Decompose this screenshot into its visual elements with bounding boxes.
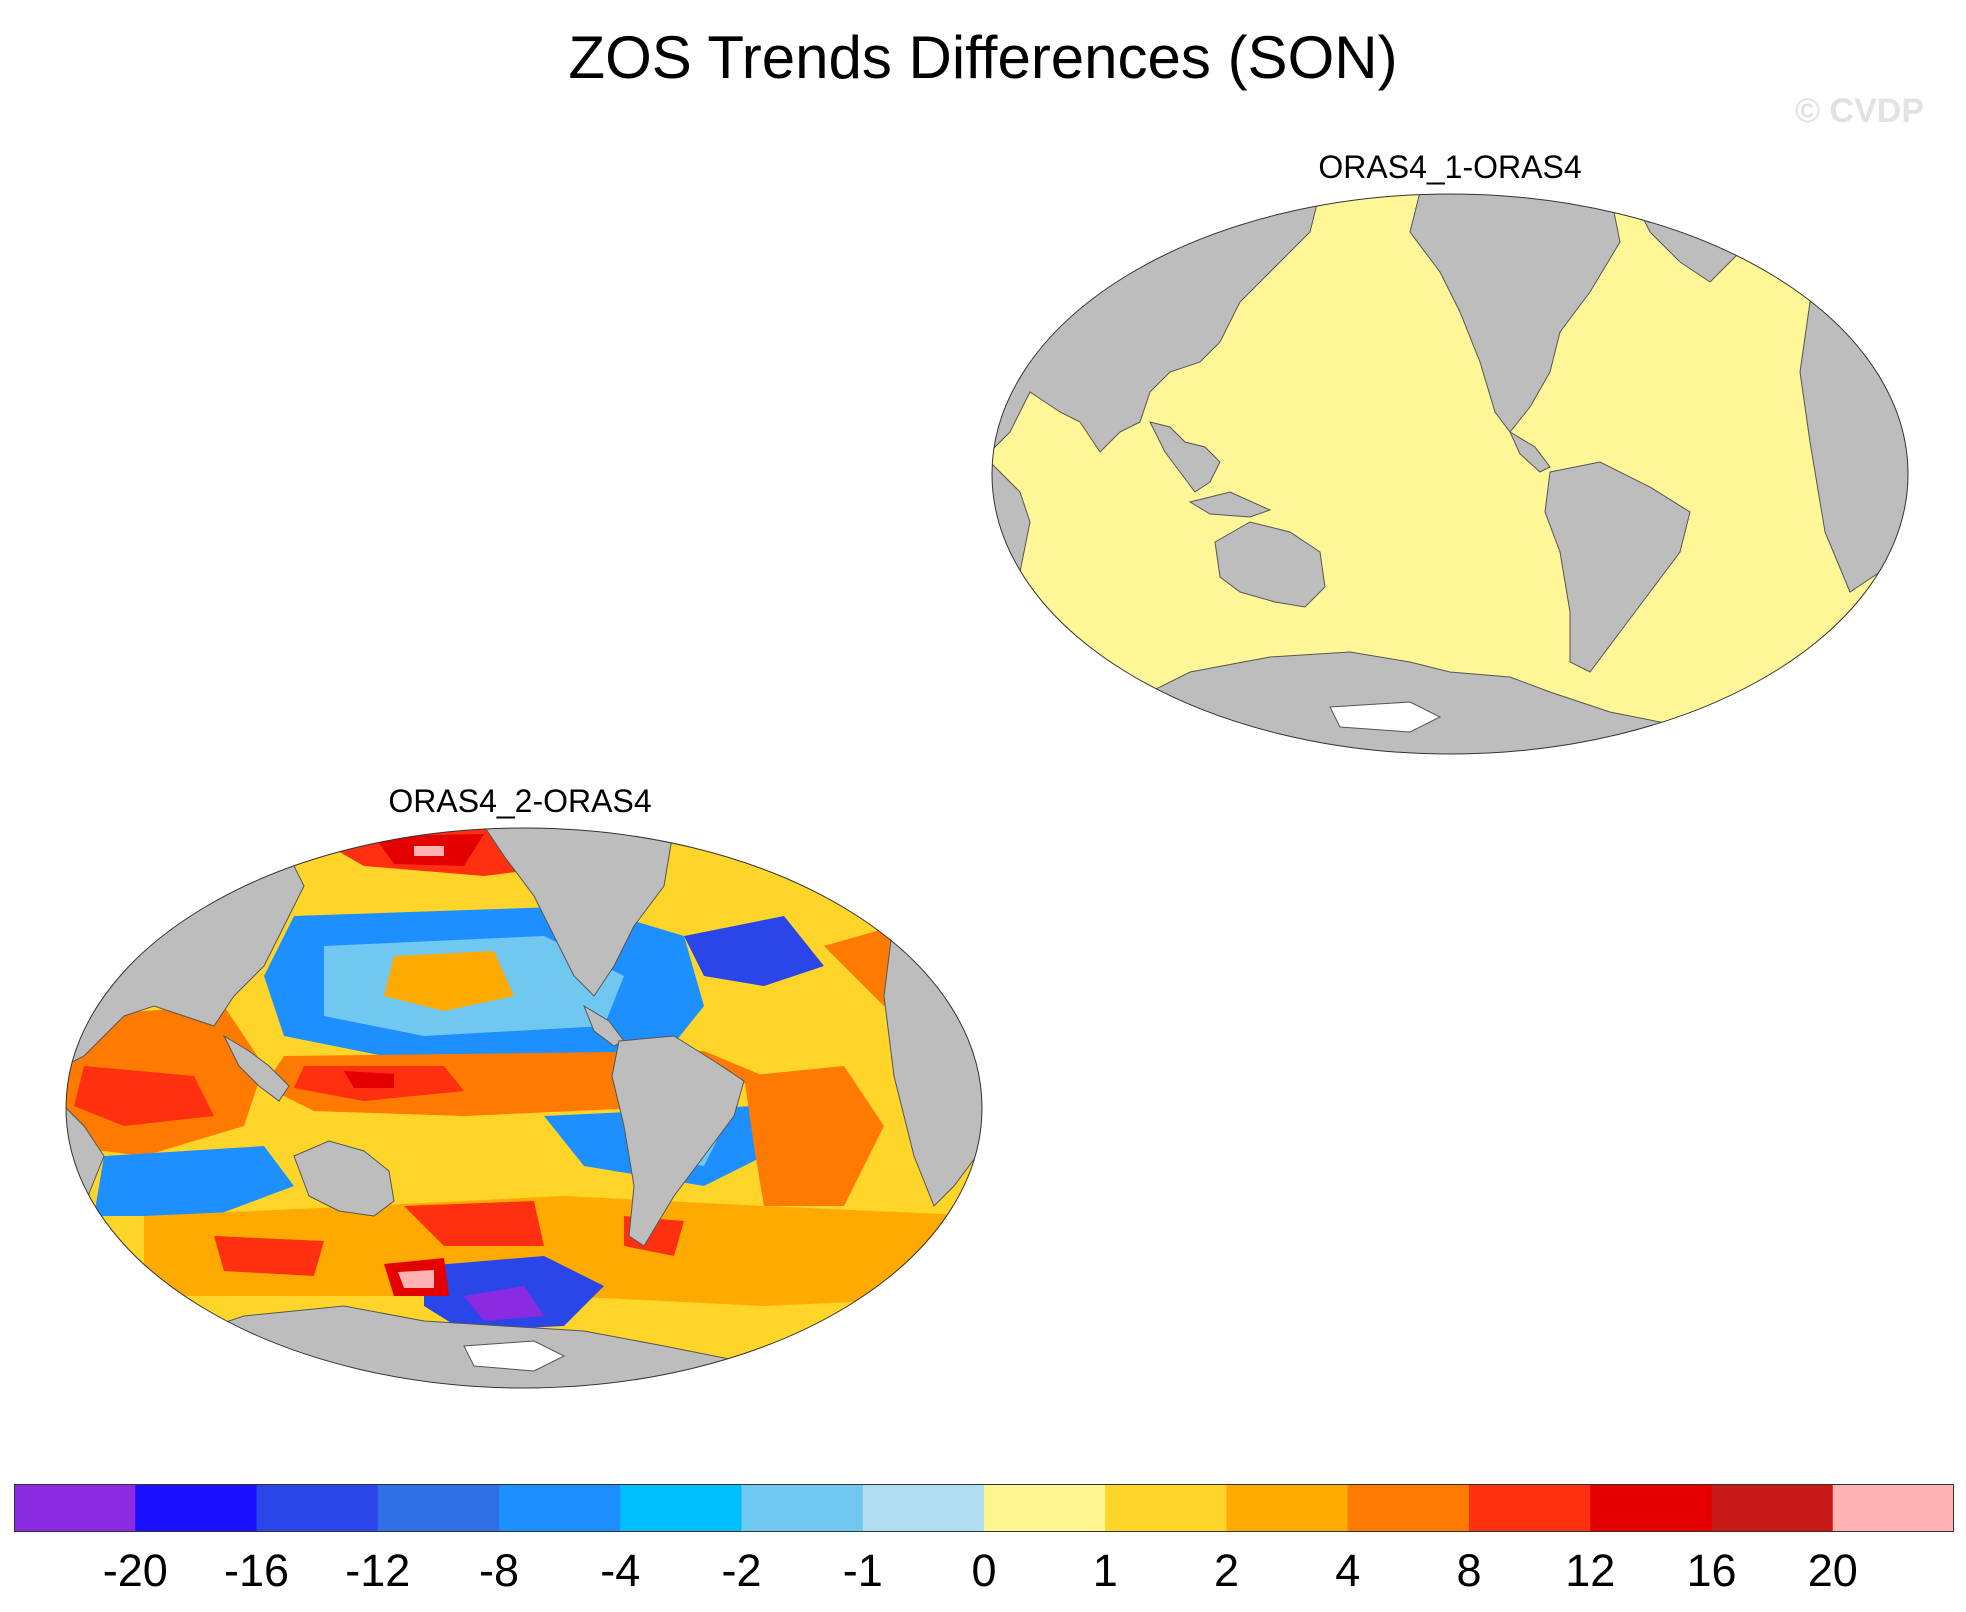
colorbar-swatch (377, 1484, 500, 1532)
colorbar-tick-label: 20 (1807, 1545, 1858, 1596)
colorbar-tick-label: -4 (600, 1545, 641, 1596)
map-panel-oras4-2 (65, 827, 983, 1389)
colorbar-border (14, 1484, 1954, 1532)
panel-2-title: ORAS4_2-ORAS4 (388, 783, 652, 819)
colorbar-tick-label: 2 (1213, 1545, 1240, 1596)
colorbar-swatch (1590, 1484, 1712, 1532)
colorbar-swatch (741, 1484, 864, 1532)
colorbar-tick-label: -20 (102, 1545, 168, 1596)
colorbar-swatch (1347, 1484, 1470, 1532)
colorbar-tick-label: -1 (842, 1545, 883, 1596)
colorbar-swatch (14, 1484, 136, 1532)
colorbar-swatch (1469, 1484, 1591, 1532)
colorbar-swatch (1711, 1484, 1834, 1532)
ice-shelf (1329, 701, 1442, 733)
colorbar-swatch (135, 1484, 257, 1532)
colorbar-tick-label: 4 (1335, 1545, 1361, 1596)
colorbar (14, 1484, 1954, 1532)
colorbar-tick-label: 1 (1092, 1545, 1118, 1596)
colorbar-tick-label: -8 (478, 1545, 520, 1596)
colorbar-tick-label: 16 (1686, 1545, 1737, 1596)
colorbar-tick-label: -12 (345, 1545, 411, 1596)
colorbar-swatch (620, 1484, 742, 1532)
figure-title: ZOS Trends Differences (SON) (568, 24, 1398, 91)
colorbar-swatch (499, 1484, 621, 1532)
colorbar-tick-label: -16 (223, 1545, 290, 1596)
colorbar-tick-label: 8 (1456, 1545, 1482, 1596)
map-panel-oras4-1 (991, 193, 1909, 755)
colorbar-swatch (1226, 1484, 1349, 1532)
panel-1-title: ORAS4_1-ORAS4 (1318, 149, 1582, 185)
colorbar-swatch (1832, 1484, 1954, 1532)
colorbar-swatch (984, 1484, 1106, 1532)
colorbar-tick-label: 12 (1565, 1545, 1616, 1596)
colorbar-swatch (862, 1484, 985, 1532)
cvdp-watermark: © CVDP (1795, 92, 1924, 130)
colorbar-tick-label: -2 (721, 1545, 762, 1596)
colorbar-swatch (1105, 1484, 1227, 1532)
colorbar-tick-label: 0 (971, 1545, 997, 1596)
ice-shelf (463, 1340, 566, 1372)
colorbar-swatch (256, 1484, 379, 1532)
